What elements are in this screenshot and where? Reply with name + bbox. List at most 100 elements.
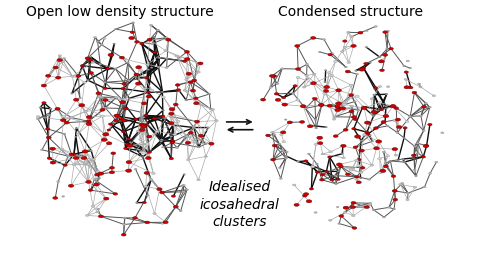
Circle shape <box>122 83 127 85</box>
Circle shape <box>338 107 343 109</box>
Circle shape <box>88 189 93 191</box>
Circle shape <box>384 106 387 107</box>
Circle shape <box>209 142 214 145</box>
Circle shape <box>152 117 156 120</box>
Circle shape <box>376 140 382 143</box>
Circle shape <box>350 168 354 171</box>
Circle shape <box>360 140 362 141</box>
Circle shape <box>168 122 174 124</box>
Circle shape <box>46 74 51 77</box>
Circle shape <box>189 132 193 134</box>
Circle shape <box>147 151 152 153</box>
Circle shape <box>94 36 96 38</box>
Circle shape <box>403 127 407 129</box>
Circle shape <box>404 78 408 80</box>
Circle shape <box>347 31 350 33</box>
Circle shape <box>386 30 389 32</box>
Circle shape <box>40 149 44 151</box>
Circle shape <box>195 62 199 64</box>
Circle shape <box>193 141 197 143</box>
Circle shape <box>321 153 324 155</box>
Circle shape <box>269 74 275 77</box>
Circle shape <box>160 139 163 140</box>
Circle shape <box>373 88 376 89</box>
Circle shape <box>287 121 292 124</box>
Circle shape <box>343 211 347 213</box>
Circle shape <box>330 179 334 181</box>
Circle shape <box>166 38 171 41</box>
Circle shape <box>142 102 147 105</box>
Circle shape <box>47 157 51 160</box>
Circle shape <box>311 36 316 39</box>
Circle shape <box>75 136 77 138</box>
Circle shape <box>171 140 175 142</box>
Circle shape <box>120 99 123 100</box>
Circle shape <box>347 62 350 64</box>
Circle shape <box>324 126 327 128</box>
Circle shape <box>175 84 180 86</box>
Circle shape <box>292 92 295 94</box>
Circle shape <box>193 102 199 105</box>
Circle shape <box>103 99 108 101</box>
Circle shape <box>408 67 412 69</box>
Circle shape <box>371 110 377 114</box>
Circle shape <box>364 121 370 124</box>
Circle shape <box>306 78 309 79</box>
Circle shape <box>333 116 336 118</box>
Circle shape <box>271 158 276 161</box>
Circle shape <box>73 98 79 101</box>
Circle shape <box>355 95 359 97</box>
Circle shape <box>108 123 113 125</box>
Circle shape <box>404 86 410 89</box>
Circle shape <box>362 67 366 69</box>
Circle shape <box>379 108 384 111</box>
Circle shape <box>352 227 357 229</box>
Circle shape <box>428 123 432 126</box>
Circle shape <box>42 102 46 104</box>
Circle shape <box>60 119 66 122</box>
Circle shape <box>103 81 107 83</box>
Circle shape <box>275 98 281 101</box>
Circle shape <box>360 177 362 179</box>
Circle shape <box>172 124 175 126</box>
Circle shape <box>147 38 152 41</box>
Circle shape <box>302 86 306 88</box>
Circle shape <box>394 154 398 156</box>
Circle shape <box>350 94 354 96</box>
Circle shape <box>336 206 339 208</box>
Circle shape <box>80 65 84 67</box>
Circle shape <box>198 134 204 137</box>
Circle shape <box>343 46 347 48</box>
Circle shape <box>104 107 107 109</box>
Circle shape <box>282 141 286 143</box>
Circle shape <box>366 133 370 135</box>
Circle shape <box>95 173 100 176</box>
Circle shape <box>158 57 161 59</box>
Circle shape <box>146 195 149 196</box>
Circle shape <box>311 82 316 85</box>
Circle shape <box>162 110 165 111</box>
Circle shape <box>91 205 95 207</box>
Circle shape <box>341 153 343 154</box>
Circle shape <box>386 86 390 88</box>
Circle shape <box>113 193 118 195</box>
Circle shape <box>379 60 384 63</box>
Circle shape <box>188 81 193 83</box>
Circle shape <box>365 131 369 133</box>
Circle shape <box>378 101 382 103</box>
Circle shape <box>123 99 127 100</box>
Circle shape <box>338 223 341 224</box>
Circle shape <box>83 163 87 165</box>
Circle shape <box>103 37 106 39</box>
Circle shape <box>422 130 425 132</box>
Circle shape <box>197 146 200 148</box>
Circle shape <box>178 90 180 92</box>
Circle shape <box>198 62 203 65</box>
Circle shape <box>86 116 92 119</box>
Circle shape <box>276 83 279 85</box>
Circle shape <box>135 202 138 203</box>
Circle shape <box>284 119 287 120</box>
Circle shape <box>128 98 131 99</box>
Circle shape <box>329 151 333 153</box>
Circle shape <box>127 80 130 81</box>
